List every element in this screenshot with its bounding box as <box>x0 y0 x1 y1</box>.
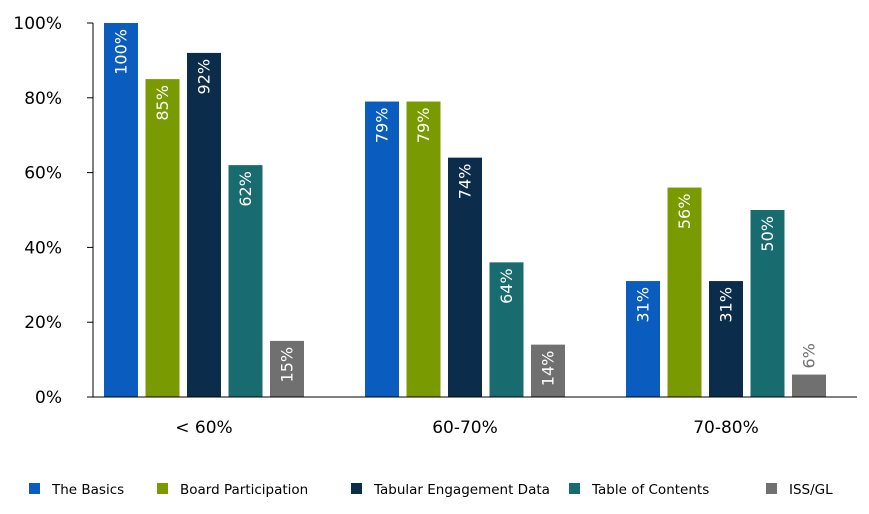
legend-swatch <box>29 483 40 494</box>
y-tick-label: 60% <box>24 164 62 184</box>
legend-swatch <box>351 483 362 494</box>
legend: The Basics Board Participation Tabular Eng… <box>29 482 833 498</box>
data-label: 6% <box>800 343 819 368</box>
bar <box>228 165 263 397</box>
legend-label: Board Participation <box>180 482 308 498</box>
legend-label: Table of Contents <box>591 482 709 498</box>
legend-swatch <box>157 483 168 494</box>
data-label: 62% <box>236 171 255 207</box>
y-axis: 0% 20% 40% 60% 80% 100% <box>13 14 94 408</box>
bar <box>270 340 304 397</box>
x-axis: < 60% 60-70% 70-80% <box>93 396 857 438</box>
bar <box>145 79 180 397</box>
data-label: 85% <box>153 85 172 121</box>
x-category-label: < 60% <box>175 418 232 438</box>
legend-label: ISS/GL <box>789 482 833 498</box>
data-label: 74% <box>456 164 475 200</box>
data-label: 31% <box>717 287 736 323</box>
bar <box>750 210 785 397</box>
data-label: 79% <box>414 108 433 144</box>
legend-label: The Basics <box>51 482 124 498</box>
y-tick-label: 80% <box>24 89 62 109</box>
x-category-label: 60-70% <box>432 418 498 438</box>
y-tick-label: 100% <box>13 14 62 34</box>
bar <box>531 344 565 397</box>
data-label: 15% <box>278 347 297 383</box>
bar <box>365 101 399 397</box>
bar <box>448 157 482 397</box>
bar <box>792 374 826 397</box>
bar <box>626 281 660 397</box>
bar <box>709 281 743 397</box>
x-category-label: 70-80% <box>693 418 759 438</box>
bars: 100% 85% 92% 62% 15% 79% 79% 74% 64% 14% 31% 56% 31%… <box>104 23 826 398</box>
bar <box>104 23 138 397</box>
data-label: 79% <box>373 108 392 144</box>
data-label: 100% <box>112 29 131 75</box>
y-tick-label: 20% <box>24 313 62 333</box>
bar <box>489 262 524 397</box>
data-label: 56% <box>675 194 694 230</box>
bar <box>406 101 441 397</box>
y-tick-label: 0% <box>35 388 62 408</box>
bar <box>667 187 702 397</box>
legend-swatch <box>766 483 777 494</box>
bar <box>187 52 221 398</box>
data-label: 64% <box>497 268 516 304</box>
data-label: 92% <box>195 59 214 95</box>
data-label: 31% <box>634 287 653 323</box>
data-label: 50% <box>758 216 777 252</box>
data-label: 14% <box>539 351 558 387</box>
legend-swatch <box>569 483 580 494</box>
legend-label: Tabular Engagement Data <box>373 482 550 498</box>
y-tick-label: 40% <box>24 238 62 258</box>
